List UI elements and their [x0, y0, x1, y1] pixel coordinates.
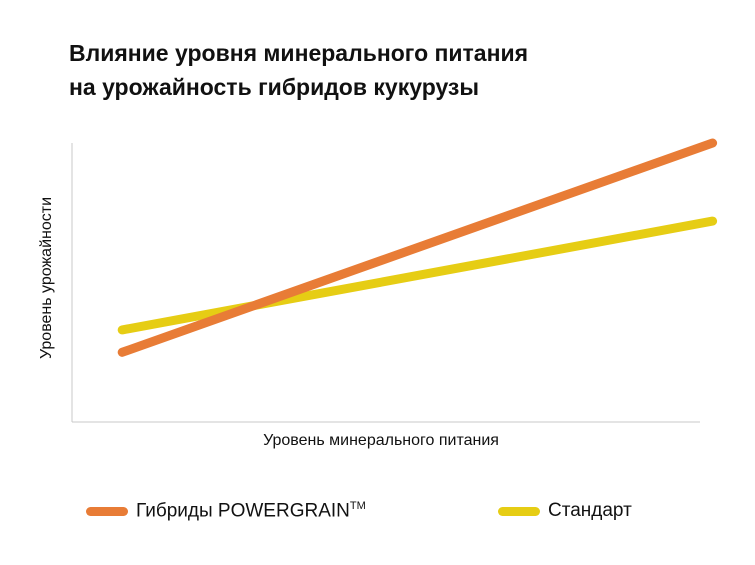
- chart-title-line-1: Влияние уровня минерального питания: [69, 40, 529, 66]
- trademark-mark: TM: [349, 500, 366, 512]
- chart-title-line-2: на урожайность гибридов кукурузы: [69, 74, 480, 100]
- legend-swatch-powergrain: [86, 506, 128, 516]
- series-line-powergrain: [117, 138, 718, 357]
- series-layer: [117, 138, 718, 357]
- x-axis-label: Уровень минерального питания: [263, 432, 499, 449]
- y-axis-label: Уровень урожайности: [38, 197, 55, 359]
- series-line-standard: [117, 216, 718, 335]
- legend-label-powergrain: Гибриды POWERGRAINTM: [136, 500, 366, 522]
- plot-area: [71, 143, 700, 423]
- legend-item-standard: Стандарт: [498, 500, 632, 522]
- legend-label-standard: Стандарт: [548, 500, 632, 521]
- legend-swatch-standard: [498, 506, 540, 516]
- chart-title: Влияние уровня минерального питания на у…: [69, 36, 528, 104]
- legend-item-powergrain: Гибриды POWERGRAINTM: [86, 500, 366, 522]
